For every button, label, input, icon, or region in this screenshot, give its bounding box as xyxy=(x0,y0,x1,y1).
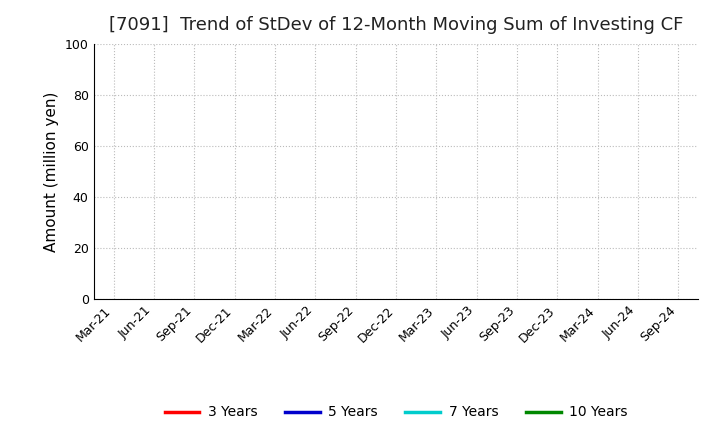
Legend: 3 Years, 5 Years, 7 Years, 10 Years: 3 Years, 5 Years, 7 Years, 10 Years xyxy=(159,400,633,425)
Title: [7091]  Trend of StDev of 12-Month Moving Sum of Investing CF: [7091] Trend of StDev of 12-Month Moving… xyxy=(109,16,683,34)
Y-axis label: Amount (million yen): Amount (million yen) xyxy=(45,92,59,252)
